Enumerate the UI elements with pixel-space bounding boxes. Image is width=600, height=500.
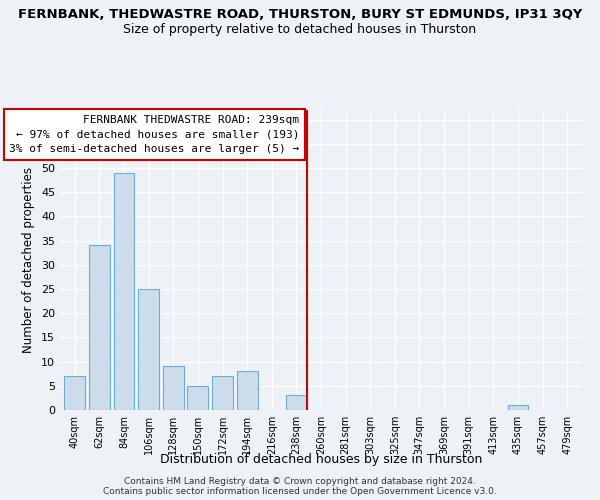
Bar: [163, 366, 184, 410]
Text: FERNBANK THEDWASTRE ROAD: 239sqm
← 97% of detached houses are smaller (193)
3% o: FERNBANK THEDWASTRE ROAD: 239sqm ← 97% o…: [9, 115, 299, 154]
Bar: [212, 376, 233, 410]
Bar: [113, 173, 134, 410]
Bar: [508, 405, 529, 410]
Text: Contains public sector information licensed under the Open Government Licence v3: Contains public sector information licen…: [103, 487, 497, 496]
Bar: [236, 372, 257, 410]
Text: Contains HM Land Registry data © Crown copyright and database right 2024.: Contains HM Land Registry data © Crown c…: [124, 477, 476, 486]
Bar: [187, 386, 208, 410]
Text: FERNBANK, THEDWASTRE ROAD, THURSTON, BURY ST EDMUNDS, IP31 3QY: FERNBANK, THEDWASTRE ROAD, THURSTON, BUR…: [18, 8, 582, 20]
Bar: [138, 289, 159, 410]
Y-axis label: Number of detached properties: Number of detached properties: [22, 167, 35, 353]
Bar: [64, 376, 85, 410]
Bar: [89, 246, 110, 410]
Text: Distribution of detached houses by size in Thurston: Distribution of detached houses by size …: [160, 452, 482, 466]
Bar: [286, 396, 307, 410]
Text: Size of property relative to detached houses in Thurston: Size of property relative to detached ho…: [124, 22, 476, 36]
